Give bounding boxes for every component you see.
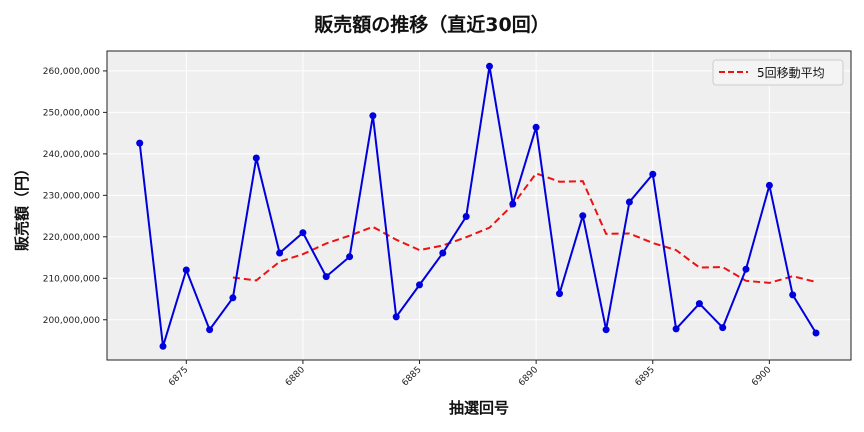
data-point-marker (789, 291, 797, 299)
data-point-marker (812, 329, 820, 337)
data-point-marker (159, 342, 167, 350)
legend-label-moving-average: 5回移動平均 (757, 66, 825, 80)
sales-line (138, 66, 817, 347)
plot-area (107, 51, 851, 360)
x-tick-label: 6890 (517, 365, 540, 388)
data-point-marker (439, 249, 447, 257)
data-point-marker (392, 313, 400, 321)
y-axis-label: 販売額（円） (13, 161, 31, 251)
legend: 5回移動平均 (712, 59, 844, 86)
data-point-marker (182, 266, 190, 274)
data-point-marker (299, 229, 307, 237)
data-point-marker (229, 294, 237, 302)
data-series (136, 62, 820, 350)
moving-average-line (232, 172, 817, 284)
data-point-marker (136, 139, 144, 147)
data-point-marker (672, 325, 680, 333)
data-point-marker (416, 281, 423, 289)
y-tick-label: 230,000,000 (43, 191, 101, 201)
data-point-marker (649, 170, 657, 178)
x-axis-label: 抽選回号 (449, 399, 509, 417)
y-tick-label: 250,000,000 (43, 108, 101, 118)
data-point-marker (625, 198, 633, 206)
y-tick-label: 200,000,000 (43, 316, 101, 326)
y-axis-ticks: 200,000,000 210,000,000 220,000,000 230,000… (43, 67, 107, 326)
y-tick-label: 240,000,000 (43, 150, 101, 160)
data-point-marker (206, 326, 214, 334)
x-tick-label: 6900 (750, 365, 773, 388)
x-tick-label: 6885 (400, 365, 423, 388)
data-point-marker (462, 213, 470, 220)
data-point-marker (322, 273, 330, 281)
data-point-marker (695, 300, 703, 308)
data-point-marker (602, 326, 610, 334)
plot-frame (106, 50, 852, 361)
data-point-marker (556, 290, 563, 298)
data-point-marker (369, 112, 377, 120)
x-tick-label: 6895 (634, 365, 657, 388)
chart-title: 販売額の推移（直近30回） (314, 14, 550, 36)
data-point-marker (509, 200, 517, 208)
y-tick-label: 260,000,000 (43, 67, 101, 77)
data-point-marker (276, 249, 284, 257)
x-tick-label: 6880 (284, 365, 307, 388)
data-point-marker (346, 253, 354, 261)
x-tick-label: 6875 (167, 365, 190, 388)
data-point-marker (252, 154, 260, 162)
data-point-marker (579, 212, 587, 220)
data-point-marker (532, 123, 540, 131)
grid-lines (107, 51, 851, 360)
y-tick-label: 220,000,000 (43, 233, 101, 243)
legend-box (712, 59, 844, 86)
x-axis-ticks: 6875 6880 6885 6890 6895 6900 (167, 360, 774, 388)
data-point-marker (486, 62, 493, 70)
data-point-marker (765, 181, 773, 189)
data-point-marker (742, 265, 750, 273)
y-tick-label: 210,000,000 (43, 274, 101, 284)
data-point-marker (719, 324, 727, 332)
